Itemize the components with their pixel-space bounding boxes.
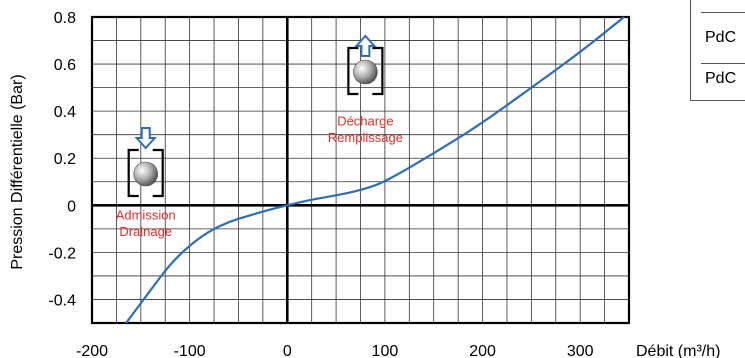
y-tick-label: -0.2 (48, 245, 76, 262)
legend-divider (701, 63, 745, 64)
legend-divider (701, 12, 745, 13)
y-tick-label: 0.6 (54, 57, 76, 74)
y-tick-labels: 0.8 0.6 0.4 0.2 0 -0.2 -0.4 (48, 10, 76, 309)
x-tick-label: -200 (76, 343, 108, 358)
legend-item: PdC (705, 70, 737, 87)
x-tick-label: 300 (567, 343, 594, 358)
x-tick-label: 100 (372, 343, 399, 358)
y-tick-label: -0.4 (48, 292, 76, 309)
y-tick-label: 0 (67, 198, 76, 215)
valve-diagrams (127, 34, 384, 198)
x-tick-labels: -200 -100 0 100 200 300 (76, 343, 594, 358)
x-axis-label: Débit (m³/h) (636, 343, 720, 358)
x-tick-label: 200 (469, 343, 496, 358)
annotation-label: Drainage (119, 224, 172, 239)
x-tick-label: 0 (283, 343, 292, 358)
legend: PdC PdC (690, 0, 745, 101)
arrow-up-icon (354, 34, 377, 57)
annotations: Décharge Remplissage Admission Drainage (116, 113, 403, 239)
valve-icon (347, 34, 384, 96)
valve-icon (127, 127, 164, 198)
y-tick-label: 0.8 (54, 10, 76, 27)
x-tick-label: -100 (174, 343, 206, 358)
plot-border (90, 15, 631, 325)
annotation-label: Décharge (337, 113, 393, 128)
arrow-down-icon (134, 127, 157, 150)
y-tick-label: 0.4 (54, 104, 76, 121)
annotation-label: Admission (116, 207, 176, 222)
series-line (125, 16, 625, 324)
annotation-label: Remplissage (328, 130, 403, 145)
plot-frame (90, 15, 631, 325)
legend-item: PdC (705, 29, 737, 46)
y-tick-label: 0.2 (54, 151, 76, 168)
y-axis-label: Pression Différentielle (Bar) (9, 74, 26, 269)
